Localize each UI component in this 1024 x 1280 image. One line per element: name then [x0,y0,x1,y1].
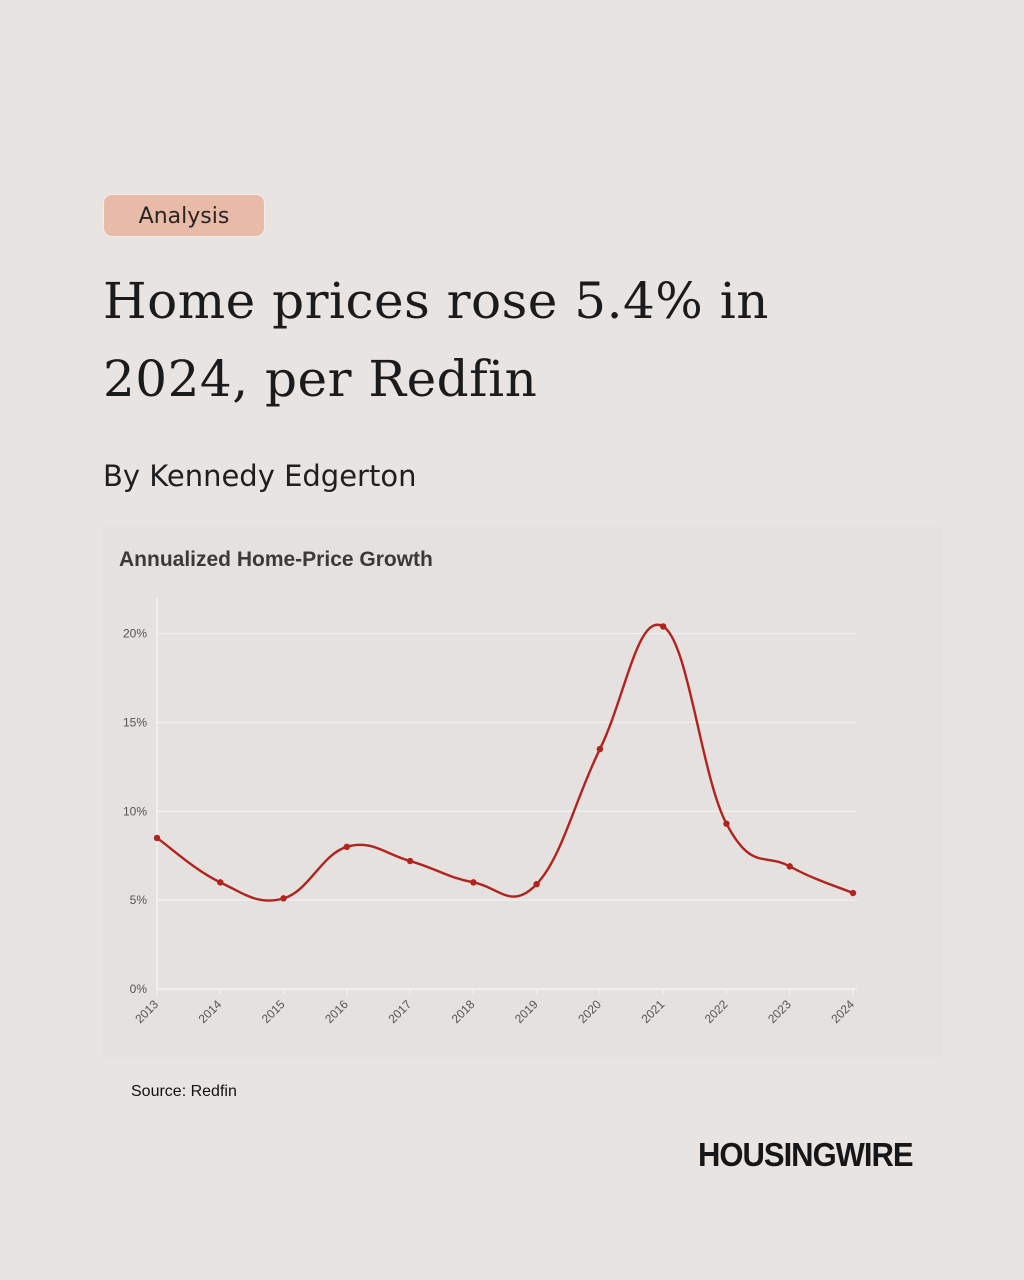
x-tick-label: 2015 [259,997,288,1026]
data-point [849,889,857,897]
data-point [217,879,224,886]
x-tick-label: 2018 [449,997,478,1026]
y-tick-label: 15% [123,715,147,729]
data-point [470,879,477,886]
data-point [786,863,793,870]
series-line [156,623,854,902]
chart-panel [103,527,943,1057]
data-point [659,623,667,630]
data-point [723,820,730,827]
y-axis-labels: 0% 5% 10% 15% 20% [123,627,147,996]
x-axis-labels: 2013 2014 2015 2016 2017 2018 2019 2020 2021 2022… [132,997,857,1026]
y-tick-label: 5% [130,893,148,907]
x-tick-label: 2021 [639,997,668,1026]
data-point [596,745,604,753]
x-tick-label: 2013 [132,997,161,1026]
article-headline: Home prices rose 5.4% in 2024, per Redfi… [103,272,769,408]
grid-lines [157,632,857,901]
source-note: Source: Redfin [131,1083,237,1100]
data-point [280,895,287,902]
chart-title: Annualized Home-Price Growth [119,548,433,571]
x-tick-label: 2024 [828,997,857,1026]
housingwire-logo: HOUSINGWIRE [698,1136,914,1174]
x-tick-label: 2023 [765,997,794,1026]
axes [156,598,857,994]
data-point [153,834,161,842]
x-tick-label: 2022 [702,997,731,1026]
x-tick-label: 2016 [322,997,351,1026]
data-point [343,843,351,851]
x-tick-label: 2019 [512,997,541,1026]
category-badge: Analysis [103,194,265,237]
y-tick-label: 0% [130,982,148,996]
x-tick-label: 2017 [385,997,414,1026]
x-tick-label: 2020 [575,997,604,1026]
x-tick-label: 2014 [196,997,225,1026]
data-point [533,880,540,888]
y-tick-label: 20% [123,627,147,641]
series-group [153,623,857,902]
data-point [406,857,414,865]
y-tick-label: 10% [123,804,147,818]
author-byline: By Kennedy Edgerton [103,459,417,493]
